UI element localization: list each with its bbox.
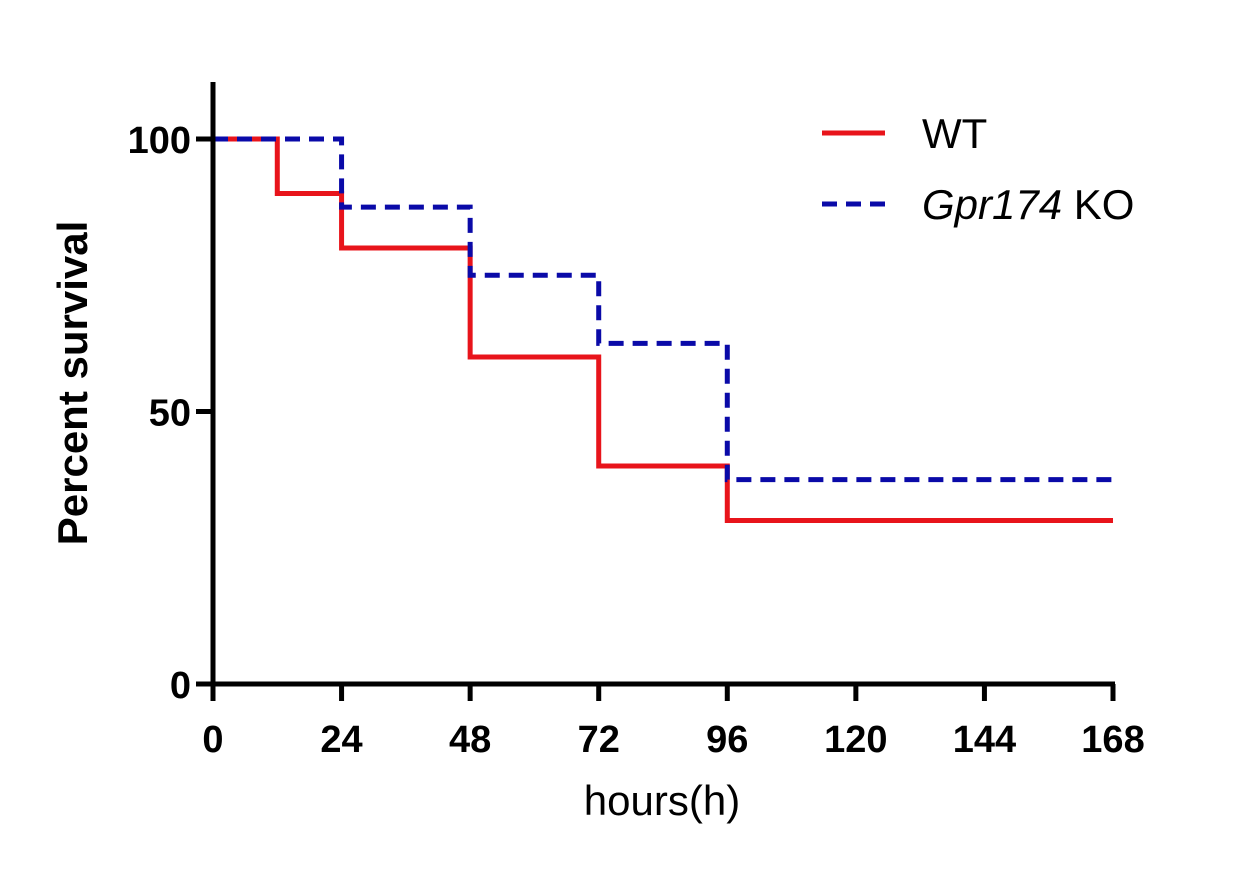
x-axis-title: hours(h) — [584, 777, 740, 824]
x-tick-label: 48 — [449, 719, 491, 761]
legend: WT Gpr174 KO — [822, 110, 1134, 228]
legend-label-wt: WT — [922, 110, 987, 157]
x-tick-label: 72 — [578, 719, 620, 761]
series-layer — [213, 136, 1113, 523]
legend-label-gpr174-ko: Gpr174 KO — [922, 181, 1134, 228]
x-tick-label: 96 — [706, 719, 748, 761]
y-tick-label: 50 — [149, 393, 191, 435]
y-tick-label: 100 — [128, 120, 191, 162]
x-tick-label: 0 — [202, 719, 223, 761]
x-tick-label: 144 — [953, 719, 1016, 761]
series-line-gpr174-ko — [213, 136, 1113, 483]
axes-layer: 0 24 48 72 96 120 144 168 0 50 100 — [128, 82, 1145, 761]
y-axis-title: Percent survival — [49, 221, 96, 546]
x-tick-label: 24 — [320, 719, 362, 761]
y-tick-label: 0 — [170, 665, 191, 707]
x-tick-label: 168 — [1081, 719, 1144, 761]
x-tick-label: 120 — [824, 719, 887, 761]
